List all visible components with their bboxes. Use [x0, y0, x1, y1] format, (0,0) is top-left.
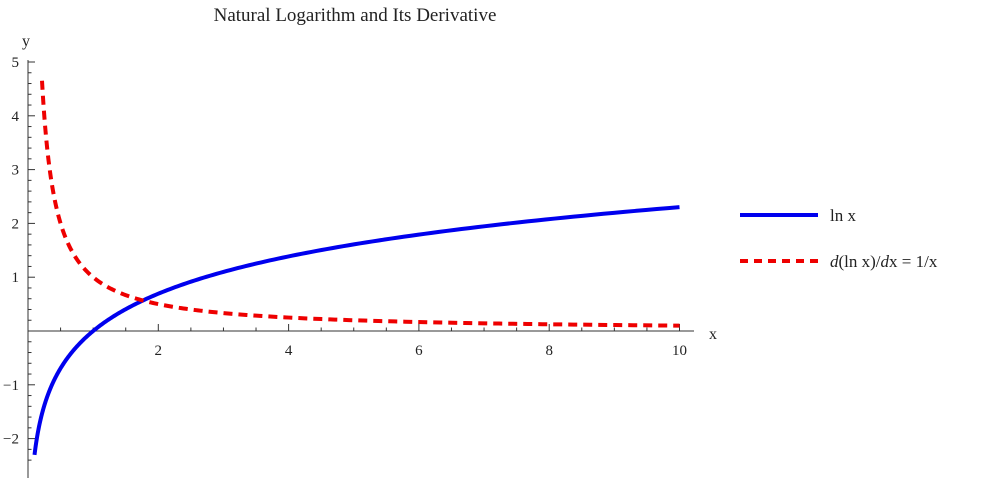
- tick-labels: 2 4 6 8 10 −2 −1 1 2 3 4 5: [3, 55, 687, 448]
- y-axis-label: y: [22, 33, 30, 50]
- y-tick-label: 2: [12, 216, 20, 232]
- ticks: [28, 61, 680, 461]
- y-tick-label: 5: [12, 55, 20, 71]
- y-tick-label: 1: [12, 270, 20, 286]
- chart-title: Natural Logarithm and Its Derivative: [214, 5, 497, 26]
- series-line-derivative: [40, 80, 680, 328]
- legend-label-ln-x: ln x: [830, 206, 856, 225]
- x-tick-label: 6: [415, 343, 423, 359]
- x-tick-label: 4: [285, 343, 293, 359]
- axes: [27, 60, 694, 478]
- y-tick-label: −2: [3, 432, 19, 448]
- x-axis-label: x: [709, 326, 717, 343]
- series-line-ln-x: [32, 205, 680, 456]
- series-group: [32, 80, 680, 456]
- x-tick-label: 10: [672, 343, 687, 359]
- x-tick-label: 2: [155, 343, 163, 359]
- legend: ln x d(ln x)/dx = 1/x: [740, 206, 938, 271]
- x-tick-label: 8: [545, 343, 553, 359]
- legend-label-derivative: d(ln x)/dx = 1/x: [830, 252, 938, 271]
- y-tick-label: −1: [3, 378, 19, 394]
- y-tick-label: 3: [12, 163, 20, 179]
- y-tick-label: 4: [12, 109, 20, 125]
